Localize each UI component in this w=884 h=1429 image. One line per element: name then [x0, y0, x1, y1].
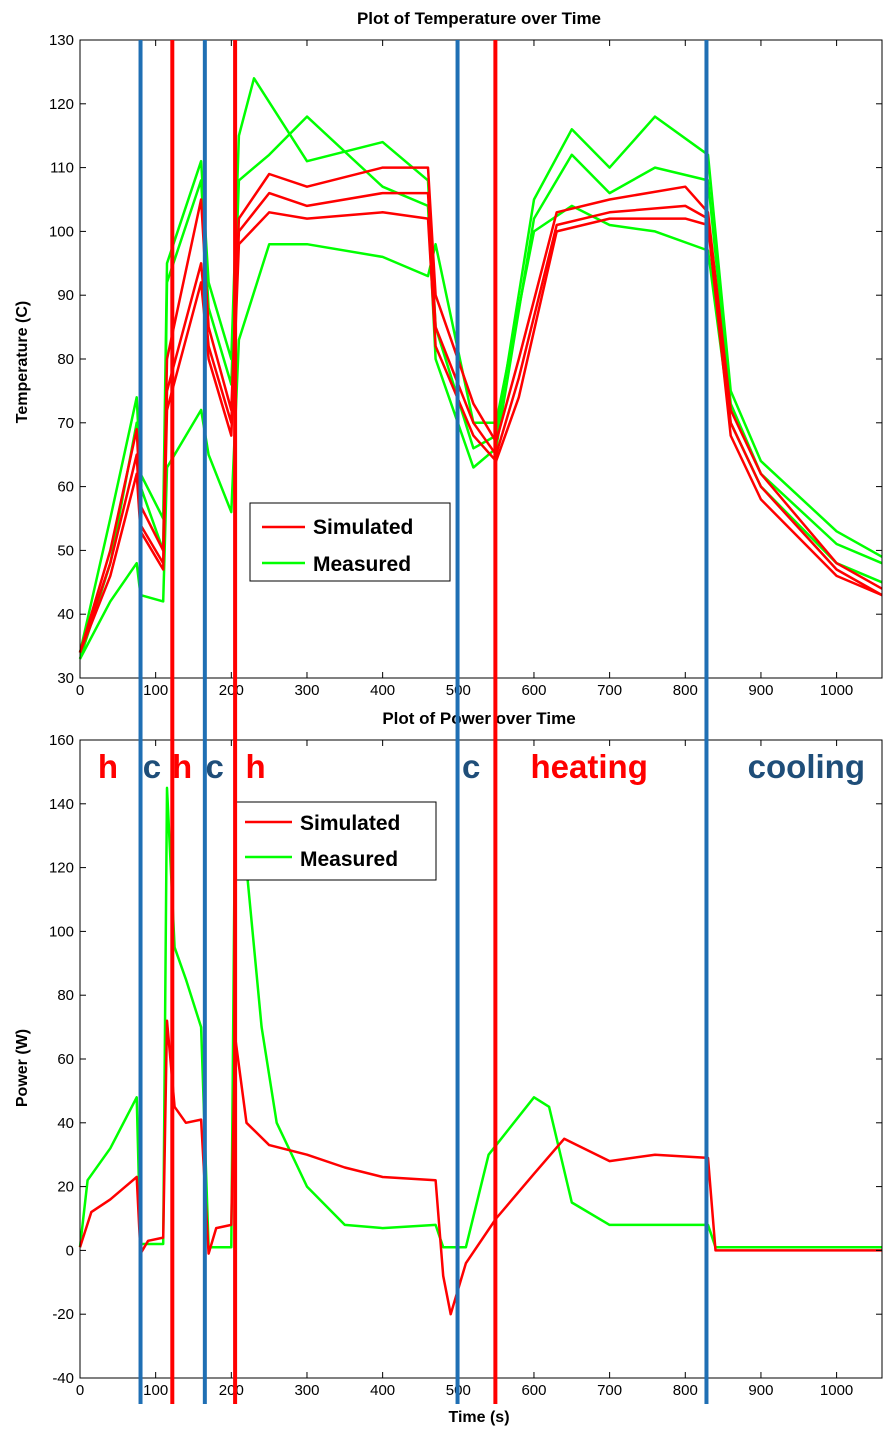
power-y-tick-label: 0	[66, 1242, 74, 1259]
temperature-x-tick-label: 0	[76, 682, 84, 699]
temperature-simulated-line	[78, 211, 883, 653]
power-y-tick-label: 140	[49, 796, 74, 813]
temperature-y-tick-label: 100	[49, 223, 74, 240]
temperature-x-tick-label: 100	[143, 682, 168, 699]
power-y-tick-label: 40	[57, 1115, 74, 1132]
temperature-x-tick-label: 700	[597, 682, 622, 699]
temperature-y-tick-label: 50	[57, 542, 74, 559]
temperature-x-tick-label: 1000	[820, 682, 853, 699]
temperature-y-axis-label: Temperature (C)	[14, 301, 31, 423]
power-y-tick-label: -20	[52, 1306, 74, 1323]
temperature-y-tick-label: 60	[57, 479, 74, 496]
power-x-tick-label: 100	[143, 1382, 168, 1399]
power-y-tick-label: 160	[49, 732, 74, 749]
phase-label-h: h	[98, 748, 118, 785]
temperature-x-tick-label: 800	[673, 682, 698, 699]
temperature-series-group	[78, 77, 883, 660]
power-legend-simulated-label: Simulated	[300, 812, 400, 835]
temperature-y-tick-label: 80	[57, 351, 74, 368]
temperature-y-tick-label: 70	[57, 415, 74, 432]
temperature-legend-measured-label: Measured	[313, 553, 411, 576]
power-measured-line	[78, 786, 882, 1249]
temperature-x-tick-label: 900	[748, 682, 773, 699]
power-y-tick-label: 80	[57, 987, 74, 1004]
power-x-tick-label: 700	[597, 1382, 622, 1399]
power-x-tick-label: 0	[76, 1382, 84, 1399]
phase-label-c: c	[143, 748, 161, 785]
power-chart: Plot of Power over Time Power (W) Time (…	[14, 709, 883, 1426]
power-y-tick-label: 20	[57, 1179, 74, 1196]
temperature-x-tick-label: 300	[294, 682, 319, 699]
power-y-tick-label: 60	[57, 1051, 74, 1068]
temperature-legend: Simulated Measured	[249, 502, 451, 582]
temperature-legend-simulated-label: Simulated	[313, 516, 413, 539]
phase-marker-lines	[138, 40, 709, 1404]
temperature-x-tick-label: 200	[219, 682, 244, 699]
power-legend-measured-label: Measured	[300, 848, 398, 871]
power-x-tick-label: 300	[294, 1382, 319, 1399]
temperature-y-tick-label: 40	[57, 606, 74, 623]
power-y-tick-label: 100	[49, 923, 74, 940]
temperature-legend-box	[249, 502, 451, 582]
temperature-y-tick-label: 130	[49, 32, 74, 49]
power-x-tick-label: 200	[219, 1382, 244, 1399]
power-x-tick-label: 400	[370, 1382, 395, 1399]
phase-label-heating: heating	[531, 748, 648, 785]
temperature-x-tick-label: 400	[370, 682, 395, 699]
power-x-axis-label: Time (s)	[448, 1409, 509, 1426]
power-simulated-line	[78, 1019, 882, 1316]
power-axes-frame	[79, 739, 883, 1379]
temperature-y-tick-label: 120	[49, 96, 74, 113]
power-x-tick-label: 1000	[820, 1382, 853, 1399]
power-y-tick-label: 120	[49, 860, 74, 877]
temperature-y-tick-label: 30	[57, 670, 74, 687]
phase-label-c: c	[205, 748, 223, 785]
temperature-measured-line	[78, 204, 883, 660]
temperature-axes-frame	[79, 39, 883, 679]
temperature-y-tick-label: 90	[57, 287, 74, 304]
temperature-measured-line	[78, 77, 883, 653]
phase-label-c: c	[462, 748, 480, 785]
power-series-group	[78, 786, 882, 1316]
temperature-x-tick-label: 600	[521, 682, 546, 699]
power-chart-title: Plot of Power over Time	[382, 709, 575, 728]
phase-label-h: h	[172, 748, 192, 785]
power-y-axis-label: Power (W)	[14, 1029, 31, 1107]
power-x-tick-label: 800	[673, 1382, 698, 1399]
power-y-tick-label: -40	[52, 1370, 74, 1387]
phase-label-cooling: cooling	[748, 748, 865, 785]
power-ticks-group: 01002003004005006007008009001000-40-2002…	[49, 732, 882, 1399]
power-x-tick-label: 600	[521, 1382, 546, 1399]
temperature-y-tick-label: 110	[50, 160, 74, 177]
phase-labels-group: h c h c h c heating cooling	[98, 748, 865, 785]
phase-label-h: h	[245, 748, 265, 785]
temperature-chart: Plot of Temperature over Time Temperatur…	[14, 9, 883, 699]
power-legend: Simulated Measured	[235, 801, 437, 881]
temperature-measured-line	[78, 115, 883, 660]
temperature-chart-title: Plot of Temperature over Time	[357, 9, 601, 28]
power-x-tick-label: 900	[748, 1382, 773, 1399]
